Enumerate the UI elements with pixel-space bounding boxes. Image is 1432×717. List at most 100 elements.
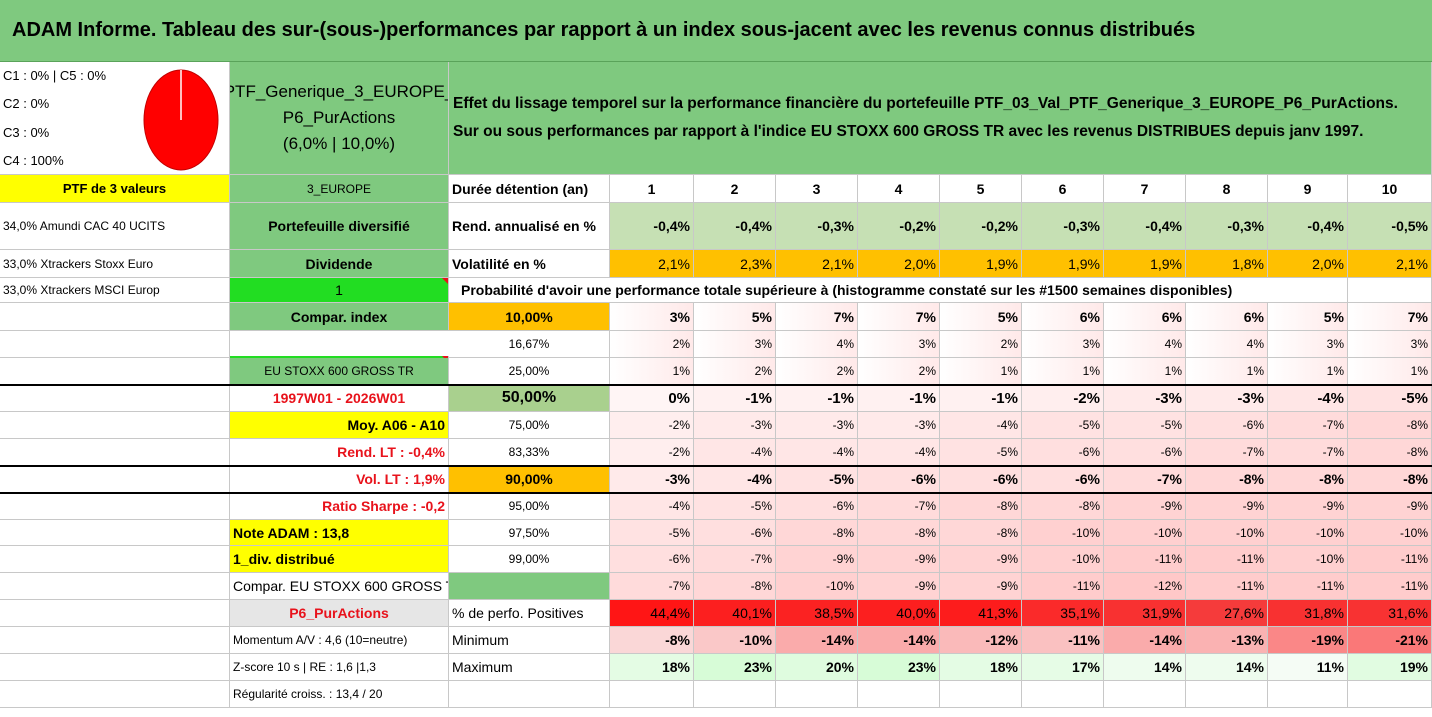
empty-cell bbox=[694, 573, 776, 600]
min-value: -21% bbox=[1348, 627, 1432, 654]
percentile-value: -9% bbox=[940, 546, 1022, 573]
rend-label: Rend. annualisé en % bbox=[449, 203, 610, 250]
percentile-value: 1% bbox=[1186, 358, 1268, 385]
percentile-value: -12% bbox=[1104, 573, 1186, 600]
pos-value: 40,0% bbox=[858, 600, 940, 627]
year-header: 5 bbox=[940, 175, 1022, 203]
mid-label: 1 bbox=[230, 278, 449, 303]
percentile-value: 5% bbox=[940, 303, 1022, 331]
pos-value: 27,6% bbox=[1186, 600, 1268, 627]
percentile-value: -6% bbox=[940, 466, 1022, 493]
percentile-value: -3% bbox=[1104, 385, 1186, 412]
mid-label: Momentum A/V : 4,6 (10=neutre) bbox=[230, 627, 449, 654]
year-header: 3 bbox=[776, 175, 858, 203]
percentile-value: -6% bbox=[858, 466, 940, 493]
percentile-label: 97,50% bbox=[449, 520, 610, 546]
percentile-value: -4% bbox=[694, 439, 776, 466]
percentile-value: -4% bbox=[610, 493, 694, 520]
empty-cell bbox=[940, 573, 1022, 600]
percentile-value: 1% bbox=[1104, 358, 1186, 385]
vol-label: Volatilité en % bbox=[449, 250, 610, 278]
class-line: C2 : 0% bbox=[3, 96, 50, 112]
percentile-value: 3% bbox=[694, 331, 776, 358]
empty-cell bbox=[1104, 681, 1186, 708]
percentile-value: -6% bbox=[694, 520, 776, 546]
empty-cell bbox=[0, 466, 230, 493]
percentile-value: -10% bbox=[1186, 520, 1268, 546]
class-line: C3 : 0% bbox=[3, 124, 50, 140]
report-title: ADAM Informe. Tableau des sur-(sous-)per… bbox=[0, 0, 1432, 62]
mid-label: Portefeuille diversifié bbox=[230, 203, 449, 250]
percentile-value: -9% bbox=[858, 546, 940, 573]
min-value: -12% bbox=[940, 627, 1022, 654]
empty-cell bbox=[0, 627, 230, 654]
percentile-value: 2% bbox=[610, 331, 694, 358]
percentile-value: -7% bbox=[1268, 412, 1348, 439]
percentile-value: 6% bbox=[1022, 303, 1104, 331]
rend-value: -0,2% bbox=[940, 203, 1022, 250]
percentile-value: -5% bbox=[610, 520, 694, 546]
class-pie-chart bbox=[143, 69, 219, 171]
percentile-value: -6% bbox=[610, 546, 694, 573]
min-value: -13% bbox=[1186, 627, 1268, 654]
percentile-value: -9% bbox=[858, 573, 940, 600]
percentile-value: -3% bbox=[776, 412, 858, 439]
empty-cell bbox=[610, 681, 694, 708]
min-value: -11% bbox=[1022, 627, 1104, 654]
percentile-value: -8% bbox=[776, 520, 858, 546]
vol-value: 1,8% bbox=[1186, 250, 1268, 278]
max-value: 19% bbox=[1348, 654, 1432, 681]
empty-cell bbox=[0, 493, 230, 520]
percentile-label: 25,00% bbox=[449, 358, 610, 385]
percentile-value: -5% bbox=[694, 493, 776, 520]
percentile-value: -11% bbox=[1186, 573, 1268, 600]
percentile-value: -5% bbox=[1348, 385, 1432, 412]
percentile-value: -6% bbox=[1186, 412, 1268, 439]
year-header: 4 bbox=[858, 175, 940, 203]
empty-cell bbox=[610, 573, 694, 600]
description-cell: Effet du lissage temporel sur la perform… bbox=[449, 62, 1432, 175]
percentile-value: 1% bbox=[1022, 358, 1104, 385]
vol-value: 2,1% bbox=[776, 250, 858, 278]
mid-label: Vol. LT : 1,9% bbox=[230, 466, 449, 493]
min-value: -14% bbox=[776, 627, 858, 654]
percentile-value: 3% bbox=[1022, 331, 1104, 358]
percentile-value: -1% bbox=[776, 385, 858, 412]
empty-cell bbox=[0, 546, 230, 573]
percentile-value: -5% bbox=[1104, 412, 1186, 439]
percentile-value: -4% bbox=[776, 439, 858, 466]
empty-cell bbox=[0, 520, 230, 546]
empty-cell bbox=[1268, 573, 1348, 600]
empty-cell bbox=[0, 303, 230, 331]
percentile-value: -3% bbox=[610, 466, 694, 493]
percentile-value: -10% bbox=[1268, 520, 1348, 546]
percentile-value: -10% bbox=[1348, 520, 1432, 546]
year-header: 10 bbox=[1348, 175, 1432, 203]
percentile-value: -8% bbox=[1348, 439, 1432, 466]
min-value: -14% bbox=[1104, 627, 1186, 654]
percentile-value: -10% bbox=[1022, 546, 1104, 573]
percentile-value: -7% bbox=[1104, 466, 1186, 493]
description-line1: Effet du lissage temporel sur la perform… bbox=[453, 95, 1398, 112]
percentile-value: 3% bbox=[858, 331, 940, 358]
percentile-value: -7% bbox=[1186, 439, 1268, 466]
percentile-value: 3% bbox=[610, 303, 694, 331]
vol-value: 1,9% bbox=[940, 250, 1022, 278]
empty-cell bbox=[1022, 573, 1104, 600]
mid-label: EU STOXX 600 GROSS TR bbox=[230, 358, 449, 385]
section-divider bbox=[0, 492, 1432, 494]
percentile-value: 1% bbox=[610, 358, 694, 385]
min-value: -14% bbox=[858, 627, 940, 654]
percentile-value: -4% bbox=[940, 412, 1022, 439]
year-header: 9 bbox=[1268, 175, 1348, 203]
percentile-value: -5% bbox=[940, 439, 1022, 466]
empty-cell bbox=[1186, 573, 1268, 600]
percentile-value: -6% bbox=[776, 493, 858, 520]
year-header: 6 bbox=[1022, 175, 1104, 203]
percentile-label: 99,00% bbox=[449, 546, 610, 573]
rend-value: -0,4% bbox=[694, 203, 776, 250]
mid-label: Z-score 10 s | RE : 1,6 |1,3 bbox=[230, 654, 449, 681]
percentile-value: -10% bbox=[1104, 520, 1186, 546]
mid-label: 1_div. distribué bbox=[230, 546, 449, 573]
